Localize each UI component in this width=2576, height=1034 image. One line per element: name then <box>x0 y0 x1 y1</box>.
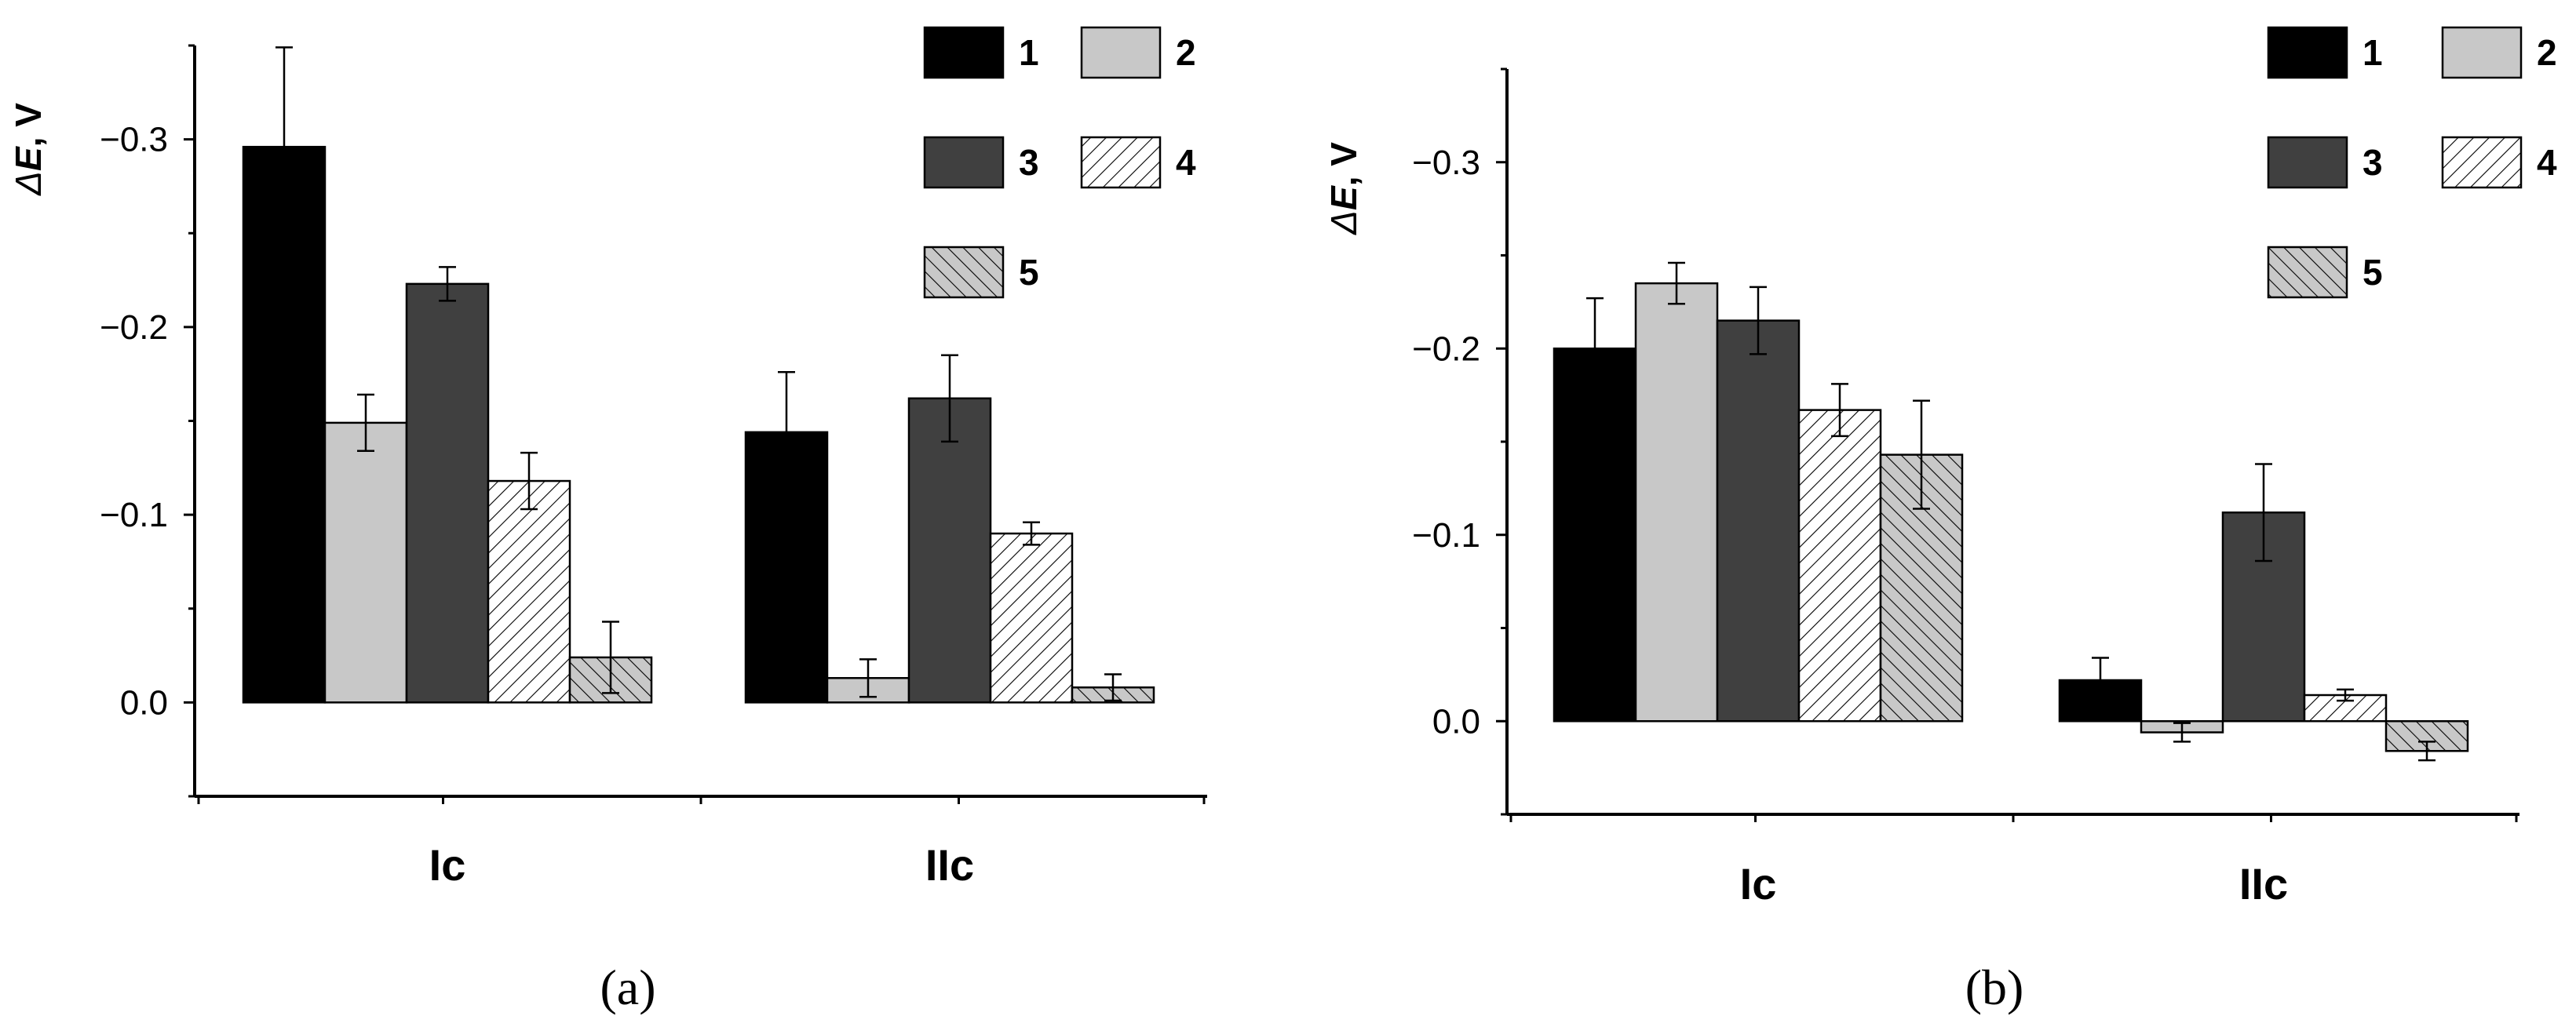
y-tick-label: 0.0 <box>120 683 168 722</box>
bar-series-2-Ic <box>1634 282 1719 723</box>
y-tick-label: −0.1 <box>1412 516 1480 555</box>
chart-panel-a: 0.0 −0.1 −0.2 −0.3 ΔE, V Ic IIc 1 2 3 4 5 (a) <box>8 26 1207 1015</box>
legend-swatch-2 <box>1080 26 1162 79</box>
legend-label-5: 5 <box>1019 252 1039 293</box>
panel-label: (b) <box>1965 959 2024 1015</box>
legend-swatch-1 <box>2267 26 2348 79</box>
category-label-Ic: Ic <box>429 840 466 890</box>
legend-label-2: 2 <box>2537 32 2557 73</box>
legend-swatch-5 <box>2267 246 2348 299</box>
y-axis-label-delta: Δ <box>1323 210 1364 235</box>
bar-series-1-Ic <box>242 145 327 704</box>
y-axis-label-symbol: E <box>1323 185 1364 210</box>
y-tick-label: −0.2 <box>100 308 168 347</box>
y-axis-label-unit: , V <box>1323 142 1364 187</box>
category-label-IIc: IIc <box>925 840 974 890</box>
legend-swatch-4 <box>2441 136 2523 189</box>
y-tick-label: −0.3 <box>1412 144 1480 182</box>
bar-series-3-Ic <box>405 282 490 704</box>
bar-series-2-Ic <box>323 421 408 704</box>
bar-series-3-Ic <box>1716 319 1801 723</box>
y-tick-label: −0.2 <box>1412 329 1480 368</box>
panel-label: (a) <box>600 959 655 1015</box>
y-tick-label: −0.1 <box>100 496 168 534</box>
y-axis-label: ΔE, V <box>1323 142 1364 235</box>
y-tick-label: 0.0 <box>1432 702 1480 741</box>
legend-swatch-2 <box>2441 26 2523 79</box>
bar-series-3-IIc <box>907 397 992 704</box>
bar-series-4-Ic <box>1797 409 1882 723</box>
legend-label-3: 3 <box>2363 142 2383 183</box>
legend-label-3: 3 <box>1019 142 1039 183</box>
bar-series-4-IIc <box>989 532 1074 704</box>
legend-label-1: 1 <box>1019 32 1039 73</box>
category-label-Ic: Ic <box>1740 859 1777 908</box>
legend-label-1: 1 <box>2363 32 2383 73</box>
y-axis-label: ΔE, V <box>8 103 49 196</box>
bar-series-1-Ic <box>1553 348 1637 723</box>
legend-label-4: 4 <box>1176 142 1196 183</box>
category-label-IIc: IIc <box>2239 859 2288 908</box>
chart-panel-b: 0.0 −0.1 −0.2 −0.3 ΔE, V Ic IIc 1 2 3 4 5 (b) <box>1323 26 2557 1015</box>
legend-label-2: 2 <box>1176 32 1196 73</box>
y-axis-label-unit: , V <box>8 103 49 147</box>
bar-series-4-Ic <box>487 479 571 704</box>
legend-label-5: 5 <box>2363 252 2383 293</box>
y-axis-label-delta: Δ <box>8 171 49 196</box>
y-axis-label-symbol: E <box>8 146 49 171</box>
legend-label-4: 4 <box>2537 142 2557 183</box>
legend-swatch-4 <box>1080 136 1162 189</box>
legend-swatch-5 <box>923 246 1005 299</box>
y-tick-label: −0.3 <box>100 121 168 159</box>
legend-swatch-1 <box>923 26 1005 79</box>
legend-swatch-3 <box>923 136 1005 189</box>
legend-swatch-3 <box>2267 136 2348 189</box>
